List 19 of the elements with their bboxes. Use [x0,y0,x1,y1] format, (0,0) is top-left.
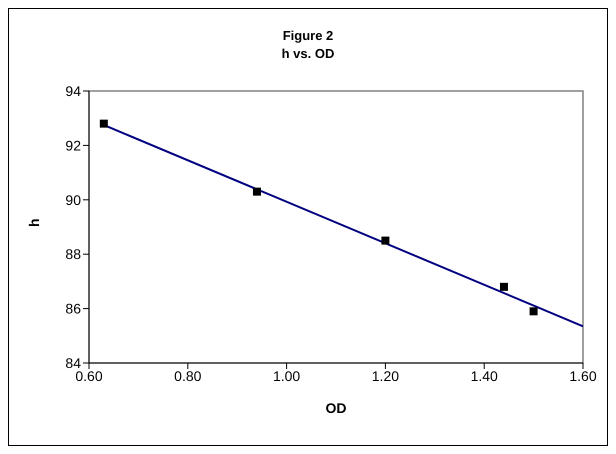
chart-subtitle: h vs. OD [280,45,336,63]
x-tick-label: 1.00 [272,368,300,384]
point [530,307,538,316]
chart-title: Figure 2 [282,27,334,45]
point [381,236,390,245]
y-axis-title: h [26,218,42,227]
x-tick-label: 1.60 [569,368,597,384]
y-tick-label: 86 [65,300,82,317]
y-tick-label: 92 [65,137,82,154]
x-tick-label: 0.80 [174,368,202,384]
point [100,120,108,128]
y-tick-label: 90 [65,192,82,208]
y-tick-label: 94 [65,82,82,99]
point [500,282,508,291]
x-tick-label: 1.20 [372,368,400,384]
x-tick-label: 1.40 [470,368,498,384]
point [252,188,261,196]
y-tick-label: 88 [65,246,82,262]
x-axis-title: OD [326,400,346,416]
